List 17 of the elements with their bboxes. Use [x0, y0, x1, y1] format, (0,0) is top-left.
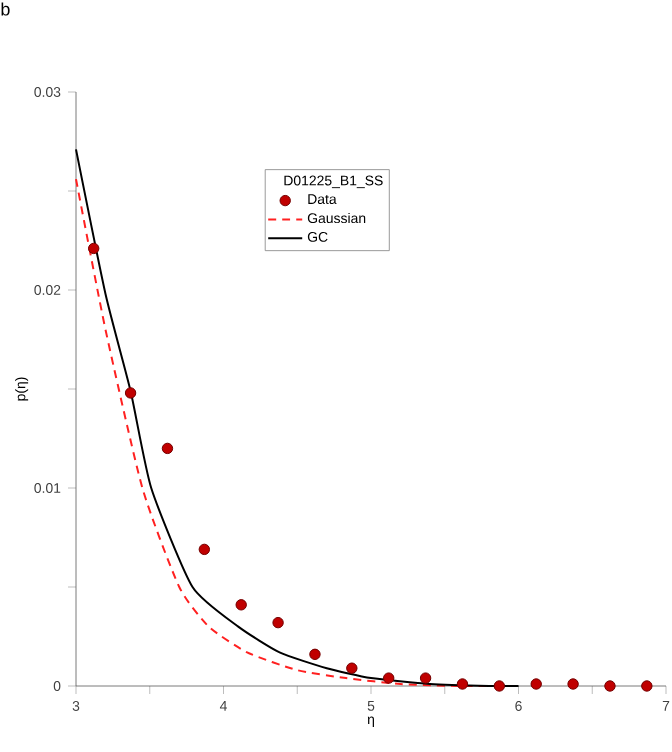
- point: [124, 387, 137, 399]
- point: [530, 678, 542, 690]
- point: [198, 543, 211, 556]
- point: [88, 242, 100, 255]
- point: [309, 648, 321, 661]
- point: [235, 599, 247, 611]
- point: [493, 680, 506, 692]
- point: [604, 680, 616, 692]
- point: [161, 442, 174, 455]
- point: [456, 678, 469, 690]
- point: [567, 678, 579, 690]
- point: [419, 672, 432, 684]
- point: [641, 680, 653, 692]
- point: [346, 662, 358, 674]
- text: b: [1, 2, 10, 16]
- point: [383, 672, 395, 684]
- point: [272, 616, 284, 629]
